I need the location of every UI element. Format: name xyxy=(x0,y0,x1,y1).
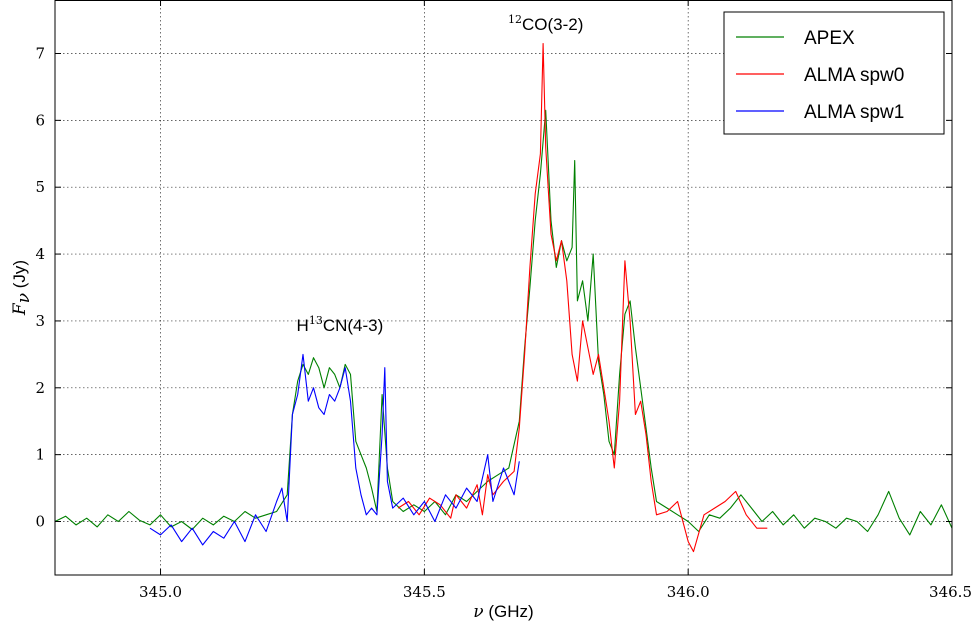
legend-box xyxy=(723,11,945,135)
line-annotation: 12CO(3-2) xyxy=(508,13,583,34)
x-tick-label: 345.0 xyxy=(139,583,182,601)
series-line-apex xyxy=(54,109,953,536)
y-axis-label: Fν (Jy) xyxy=(10,260,34,316)
legend-entry: APEX xyxy=(804,28,855,49)
x-tick-label: 346.5 xyxy=(929,583,972,601)
y-tick-label: 3 xyxy=(35,312,45,330)
axis-labels: ν (GHz) Fν (Jy) xyxy=(10,260,534,622)
y-tick-label: 0 xyxy=(35,513,45,531)
x-tick-label: 345.5 xyxy=(403,583,446,601)
grid-lines xyxy=(55,0,952,575)
legend: APEX ALMA spw0 ALMA spw1 xyxy=(723,11,945,135)
plot-frame xyxy=(54,0,953,576)
y-tick-label: 7 xyxy=(35,44,45,62)
series-lines xyxy=(54,42,953,553)
y-tick-label: 6 xyxy=(35,111,45,129)
x-axis-label: ν (GHz) xyxy=(473,602,533,622)
axis-ticks xyxy=(55,0,953,575)
y-tick-label: 1 xyxy=(35,446,45,464)
x-tick-label: 346.0 xyxy=(667,583,710,601)
tick-labels: 345.0 345.5 346.0 346.5 0 1 2 3 4 5 6 7 xyxy=(35,44,972,601)
y-tick-label: 4 xyxy=(35,245,45,263)
line-annotation: H13CN(4-3) xyxy=(297,314,384,335)
series-line-alma-spw0 xyxy=(397,42,768,553)
line-annotations: H13CN(4-3) 12CO(3-2) xyxy=(297,13,584,335)
y-tick-label: 5 xyxy=(35,178,45,196)
legend-entry: ALMA spw1 xyxy=(804,102,904,123)
series-line-alma-spw1 xyxy=(149,353,520,546)
legend-entry: ALMA spw0 xyxy=(804,65,904,86)
y-tick-label: 2 xyxy=(35,379,45,397)
